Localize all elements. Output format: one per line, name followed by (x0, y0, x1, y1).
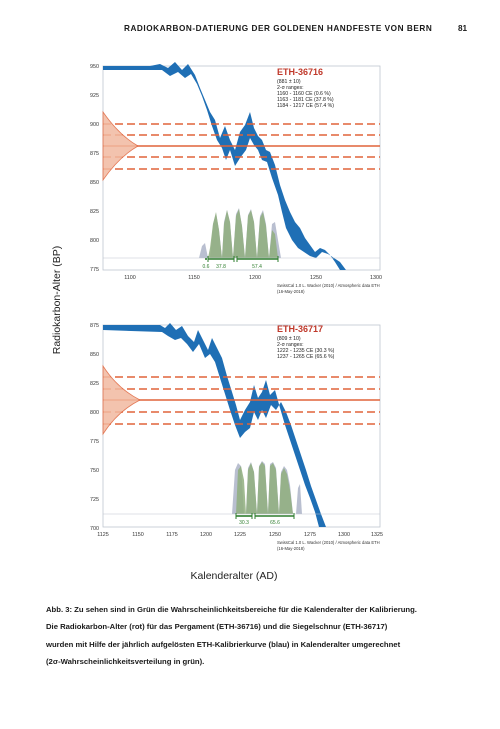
panel-2-y-tick: 725 (90, 497, 99, 503)
panel-1-y-tick: 825 (90, 209, 99, 215)
panel-1-sample-id: ETH-36716 (277, 67, 323, 77)
panel-2-range-bars (235, 513, 295, 519)
panel-2-range-label: 65.6 (270, 520, 280, 526)
panel-2-y-tick: 750 (90, 468, 99, 474)
panel-2-y-tick: 875 (90, 323, 99, 329)
panel-2-footer: (16-May-2018) (277, 546, 305, 551)
panel-1-age-distribution (102, 110, 139, 182)
page-header: RADIOKARBON-DATIERUNG DER GOLDENEN HANDF… (0, 24, 500, 40)
caption-line: Die Radiokarbon-Alter (rot) für das Perg… (46, 622, 388, 632)
panel-2-x-tick: 1175 (166, 532, 178, 538)
panel-1-footer: (16-May-2018) (277, 289, 305, 294)
page-number: 81 (458, 24, 468, 33)
panel-1-x-tick: 1200 (249, 275, 261, 281)
panel-2-x-tick: 1125 (97, 532, 109, 538)
y-axis-label: Radiokarbon-Alter (BP) (51, 246, 63, 355)
panel-1-info-line: 1184 - 1217 CE (57.4 %) (277, 103, 334, 109)
panel-2-age-lines (103, 376, 380, 425)
figure-caption: Abb. 3: Zu sehen sind in Grün die Wahrsc… (46, 601, 466, 670)
panel-2-x-tick: 1150 (132, 532, 144, 538)
panel-2-info-line: (809 ± 10) (277, 336, 301, 342)
caption-line: wurden mit Hilfe der jährlich aufgelöste… (46, 639, 401, 649)
panel-2-x-tick: 1250 (269, 532, 281, 538)
panel-2-x-tick: 1200 (200, 532, 212, 538)
panel-1-y-tick: 775 (90, 267, 99, 273)
panel-1-range-label: 0.6 (203, 264, 210, 270)
panel-1-x-tick: 1100 (124, 275, 136, 281)
panel-2-y-tick: 775 (90, 439, 99, 445)
panel-1-footer: SwissCal 1.0 L. Wacker (2010) / Atmosphe… (277, 283, 380, 288)
panel-1-y-tick: 925 (90, 93, 99, 99)
panel-1-y-tick: 800 (90, 238, 99, 244)
panel-2-x-tick: 1325 (371, 532, 383, 538)
panel-1-y-tick: 850 (90, 180, 99, 186)
panel-1-y-tick: 950 (90, 64, 99, 70)
calibration-panel-2: 30.3 65.6 875 850 825 800 775 750 725 70… (90, 323, 383, 551)
panel-2-info-line: 1237 - 1265 CE (65.6 %) (277, 354, 335, 360)
radiocarbon-figure: Radiokarbon-Alter (BP) 0.6 (51, 62, 383, 582)
panel-1-x-tick: 1250 (310, 275, 322, 281)
panel-2-age-distribution (102, 364, 141, 436)
panel-2-x-tick: 1300 (338, 532, 350, 538)
panel-1-probability (208, 209, 278, 258)
panel-1-range-label: 57.4 (252, 264, 262, 270)
panel-1-range-label: 37.8 (216, 264, 226, 270)
panel-1-info-line: 1160 - 1160 CE (0.6 %) (277, 91, 331, 97)
panel-2-sample-id: ETH-36717 (277, 324, 323, 334)
x-axis-label: Kalenderalter (AD) (191, 570, 278, 582)
panel-2-probability (236, 462, 293, 514)
caption-line: Abb. 3: Zu sehen sind in Grün die Wahrsc… (46, 605, 417, 614)
panel-2-y-tick: 700 (90, 526, 99, 532)
panel-2-x-tick: 1225 (234, 532, 246, 538)
panel-2-x-tick: 1275 (304, 532, 316, 538)
panel-1-x-tick: 1150 (188, 275, 200, 281)
panel-2-y-tick: 850 (90, 352, 99, 358)
calibration-panel-1: 0.6 37.8 57.4 950 925 900 875 850 825 80… (90, 62, 382, 294)
panel-2-info-line: 1222 - 1235 CE (30.3 %) (277, 348, 335, 354)
panel-2-range-label: 30.3 (239, 520, 249, 526)
panel-1-info-line: 2-σ ranges: (277, 85, 304, 91)
panel-1-calibration-curve (103, 62, 346, 270)
panel-1-x-tick: 1300 (370, 275, 382, 281)
panel-1-range-bars (205, 256, 279, 262)
panel-2-y-tick: 825 (90, 381, 99, 387)
panel-2-info-line: 2-σ ranges: (277, 342, 304, 348)
caption-line: (2σ-Wahrscheinlichkeitsverteilung in grü… (46, 656, 205, 666)
panel-1-y-tick: 900 (90, 122, 99, 128)
running-title: RADIOKARBON-DATIERUNG DER GOLDENEN HANDF… (124, 24, 433, 33)
panel-2-footer: SwissCal 1.0 L. Wacker (2010) / Atmosphe… (277, 540, 380, 545)
panel-1-y-tick: 875 (90, 151, 99, 157)
panel-1-info-line: 1163 - 1181 CE (37.8 %) (277, 97, 334, 103)
panel-2-y-tick: 800 (90, 410, 99, 416)
panel-1-info-line: (881 ± 10) (277, 79, 301, 85)
panel-1-age-lines (103, 123, 380, 170)
